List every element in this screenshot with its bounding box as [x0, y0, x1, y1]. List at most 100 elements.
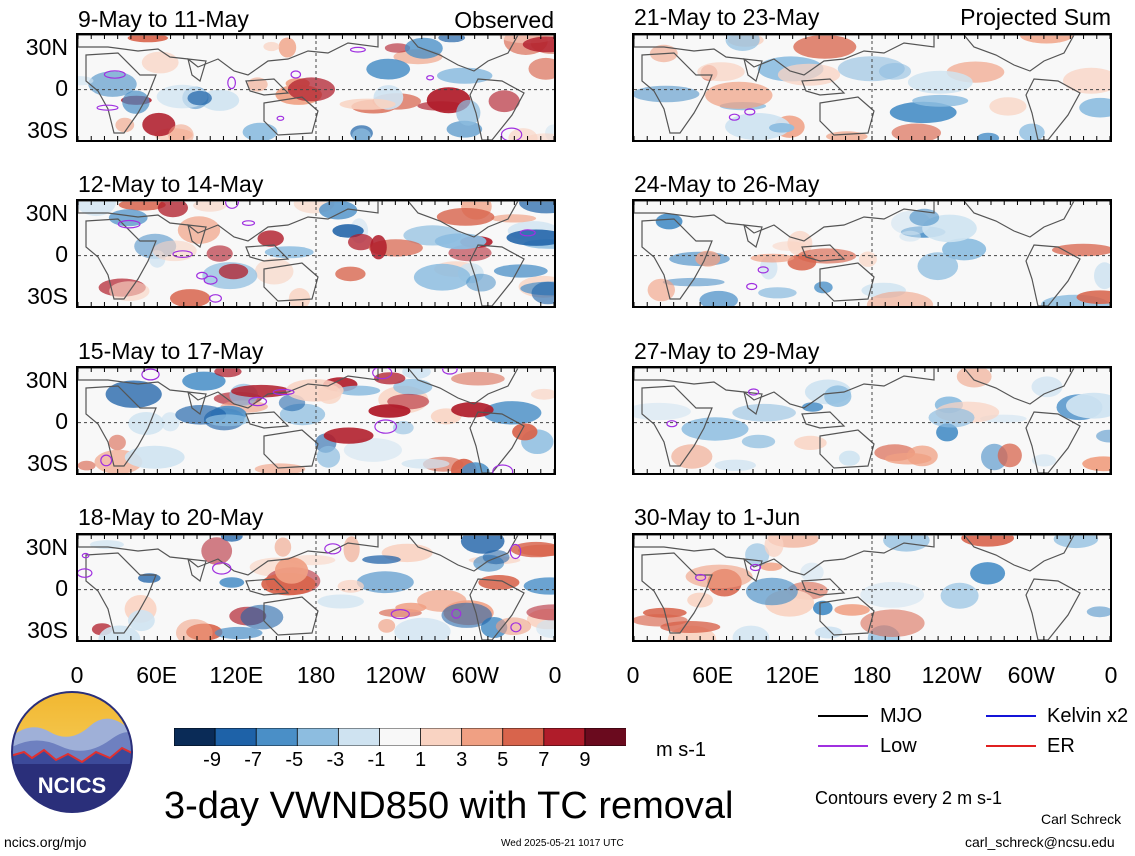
colorbar-swatch — [420, 727, 463, 747]
coastline — [634, 35, 1110, 76]
low-contour — [374, 419, 398, 434]
panel-title: 30-May to 1-Jun — [634, 504, 801, 530]
coastline — [634, 201, 1110, 242]
latitude-tick-label: 0 — [55, 408, 68, 434]
map-panel — [76, 33, 556, 142]
coastline — [634, 368, 1110, 409]
contour-note: Contours every 2 m s-1 — [815, 788, 1003, 808]
legend-line-mjo — [818, 715, 868, 717]
low-contour — [442, 368, 458, 375]
colorbar-tick-label: 7 — [538, 749, 550, 771]
coastline — [263, 96, 319, 136]
anomaly-field — [78, 35, 554, 140]
coastline — [801, 411, 846, 429]
coastline — [1025, 411, 1081, 473]
low-contour — [747, 388, 760, 396]
low-contour — [744, 108, 756, 116]
low-contour — [757, 266, 769, 274]
coastline — [743, 58, 763, 82]
colorbar-swatch — [173, 727, 216, 747]
latitude-tick-label: 0 — [55, 241, 68, 267]
footer-site: ncics.org/mjo — [4, 834, 87, 850]
low-contour — [372, 368, 393, 380]
longitude-tick-label: 60W — [1007, 662, 1055, 688]
colorbar-swatch — [584, 727, 627, 747]
latitude-tick-label: 30S — [27, 117, 68, 143]
longitude-tick-label: 60E — [692, 662, 734, 688]
low-contour — [203, 275, 218, 285]
colorbar-tick-label: -3 — [326, 749, 345, 771]
low-contour — [209, 294, 223, 303]
anomaly-field — [89, 535, 554, 640]
colorbar — [173, 727, 627, 747]
longitude-tick-label: 60W — [451, 662, 499, 688]
low-contour — [196, 271, 208, 280]
legend-label-kelvin: Kelvin x2 — [1047, 705, 1129, 727]
longitude-tick-label: 120W — [365, 662, 426, 688]
map-panel — [632, 366, 1112, 475]
latitude-tick-label: 30S — [27, 450, 68, 476]
colorbar-tick-label: -7 — [244, 749, 263, 771]
low-contour — [510, 622, 522, 633]
logo-text: NCICS — [38, 773, 106, 798]
coastline — [963, 201, 1075, 238]
colorbar-swatch — [461, 727, 504, 747]
coastline — [1025, 578, 1081, 640]
coastline — [743, 224, 763, 248]
low-contour — [749, 563, 762, 572]
coastline — [407, 535, 519, 572]
colorbar-tick-label: -9 — [203, 749, 221, 771]
longitude-tick-label: 120E — [209, 662, 264, 688]
coastline — [801, 244, 846, 262]
low-contour — [78, 568, 93, 578]
longitude-tick-label: 0 — [548, 662, 562, 688]
coastline — [801, 78, 846, 96]
anomaly-field — [78, 201, 554, 306]
legend-label-low: Low — [880, 735, 917, 757]
coastline — [801, 578, 846, 596]
low-contour — [248, 396, 268, 407]
projected-label: Projected Sum — [960, 4, 1111, 30]
longitude-tick-label: 120E — [765, 662, 820, 688]
footer-email: carl_schreck@ncsu.edu — [965, 834, 1115, 850]
coastline — [78, 368, 554, 409]
coastline — [634, 535, 1110, 576]
latitude-tick-label: 0 — [55, 75, 68, 101]
low-contour — [211, 562, 232, 575]
longitude-tick-label: 180 — [852, 662, 892, 688]
latitude-tick-label: 30N — [25, 34, 68, 60]
colorbar-swatch — [502, 727, 545, 747]
low-contour — [117, 219, 141, 229]
panel-title: 27-May to 29-May — [634, 338, 820, 364]
longitude-tick-label: 120W — [921, 662, 982, 688]
coastline — [469, 578, 525, 640]
latitude-tick-label: 30S — [27, 283, 68, 309]
colorbar-units: m s-1 — [656, 739, 706, 761]
coastline — [245, 411, 290, 429]
anomaly-field — [78, 368, 554, 473]
map-panel — [76, 366, 556, 475]
latitude-tick-label: 0 — [55, 575, 68, 601]
low-contour — [349, 46, 366, 53]
low-contour — [241, 220, 256, 227]
latitude-tick-label: 30N — [25, 534, 68, 560]
coastline — [469, 244, 525, 306]
coastline — [743, 558, 763, 582]
colorbar-tick-label: 9 — [579, 749, 591, 771]
coastline — [743, 391, 763, 415]
low-contour — [276, 115, 285, 121]
legend-line-kelvin — [986, 715, 1036, 717]
coastline — [187, 558, 207, 582]
low-contour — [426, 75, 435, 81]
coastline — [78, 35, 554, 76]
coastline — [963, 35, 1075, 72]
low-contour — [519, 229, 536, 237]
longitude-tick-label: 0 — [70, 662, 84, 688]
colorbar-swatch — [255, 727, 299, 747]
coastline — [469, 78, 525, 140]
latitude-tick-label: 30N — [25, 367, 68, 393]
low-contour — [172, 250, 193, 258]
coastline — [1025, 244, 1081, 306]
coastline — [819, 262, 875, 302]
low-contour — [272, 389, 295, 396]
